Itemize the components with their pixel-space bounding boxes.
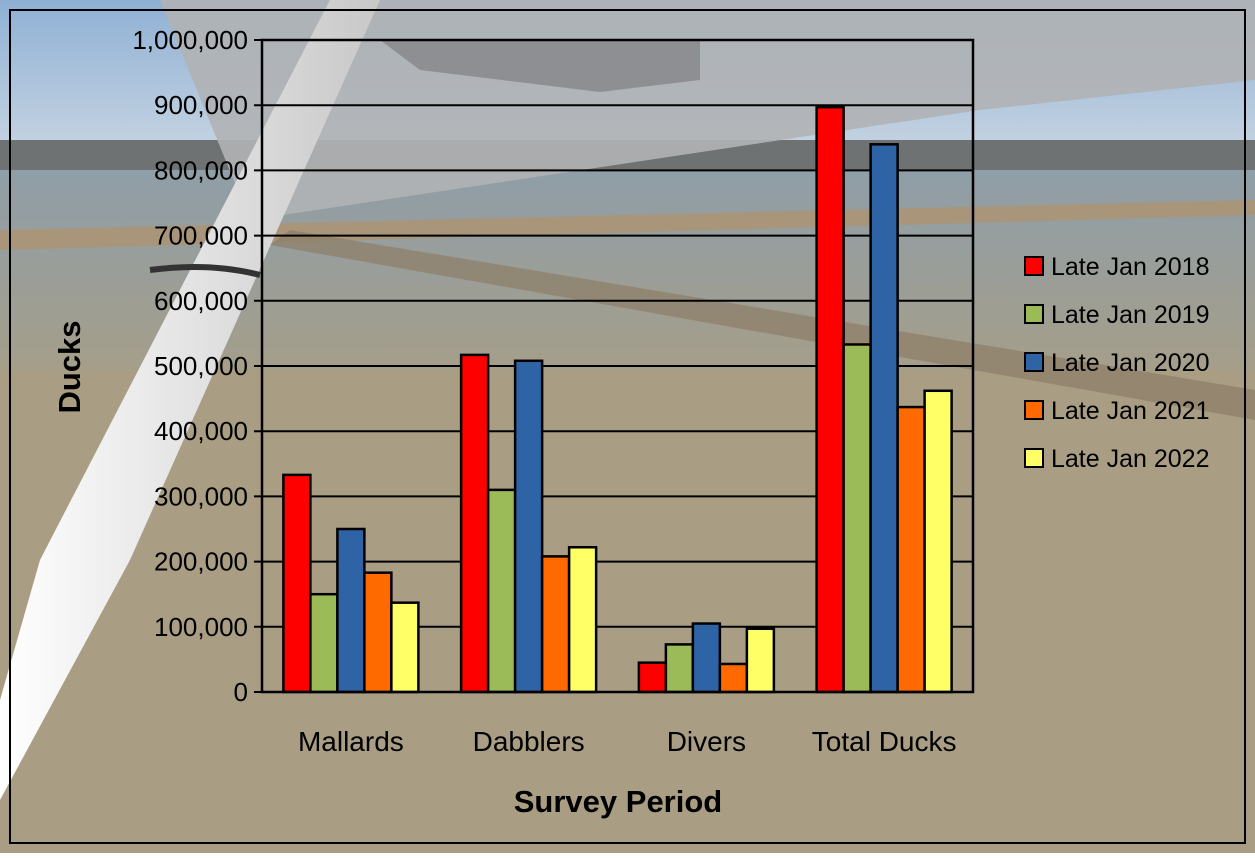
y-tick-label: 100,000 [154, 612, 248, 642]
y-tick-label: 300,000 [154, 481, 248, 511]
bar-mallards-late-jan-2020 [336, 527, 366, 694]
bar-divers-late-jan-2020 [691, 622, 722, 694]
y-tick-label: 200,000 [154, 547, 248, 577]
y-tick-label: 600,000 [154, 286, 248, 316]
bar-total-ducks-late-jan-2018 [815, 105, 845, 694]
y-tick-label: 500,000 [154, 351, 248, 381]
axes [260, 38, 975, 694]
x-axis-label: Survey Period [514, 784, 722, 819]
legend-entry: Late Jan 2020 [1051, 349, 1209, 377]
bar-dabblers-late-jan-2019 [486, 488, 517, 694]
x-tick-label: Total Ducks [812, 726, 957, 757]
bar-dabblers-late-jan-2020 [513, 359, 544, 694]
x-tick-labels: Mallards Dabblers Divers Total Ducks [298, 726, 957, 757]
y-tick-label: 700,000 [154, 221, 248, 251]
legend-entry: Late Jan 2022 [1051, 445, 1209, 473]
legend-entry: Late Jan 2018 [1051, 253, 1209, 281]
plot-area-border [260, 38, 975, 694]
legend-swatch [1024, 352, 1044, 372]
bar-mallards-late-jan-2021 [363, 571, 393, 694]
y-tick-labels: 0 100,000 200,000 300,000 400,000 500,000 600,… [132, 25, 248, 707]
y-tick-label: 800,000 [154, 155, 248, 185]
bar-dabblers-late-jan-2018 [459, 353, 490, 694]
x-tick-label: Dabblers [473, 726, 585, 757]
bar-mallards-late-jan-2018 [282, 473, 312, 694]
bar-divers-late-jan-2022 [745, 627, 776, 694]
y-axis-label: Ducks [52, 320, 87, 413]
y-tick-label: 0 [234, 677, 248, 707]
figure-border [9, 9, 1246, 844]
bar-divers-late-jan-2018 [637, 661, 668, 694]
bar-total-ducks-late-jan-2021 [896, 405, 926, 694]
bar-divers-late-jan-2019 [664, 643, 695, 694]
x-tick-label: Mallards [298, 726, 404, 757]
bar-total-ducks-late-jan-2022 [923, 389, 953, 694]
bar-mallards-late-jan-2022 [390, 601, 420, 694]
legend: Late Jan 2018 Late Jan 2019 Late Jan 2020 L… [1024, 253, 1209, 473]
bar-divers-late-jan-2021 [718, 662, 749, 694]
y-tick-label: 400,000 [154, 416, 248, 446]
y-tick-label: 900,000 [154, 90, 248, 120]
bar-dabblers-late-jan-2022 [567, 546, 598, 694]
legend-swatch [1024, 448, 1044, 468]
bar-dabblers-late-jan-2021 [540, 555, 571, 694]
legend-entry: Late Jan 2019 [1051, 301, 1209, 329]
y-tick-label: 1,000,000 [132, 25, 248, 55]
legend-swatch [1024, 400, 1044, 420]
legend-swatch [1024, 304, 1044, 324]
x-tick-label: Divers [667, 726, 746, 757]
bar-total-ducks-late-jan-2019 [842, 343, 872, 694]
legend-swatch [1024, 256, 1044, 276]
legend-entry: Late Jan 2021 [1051, 397, 1209, 425]
bar-total-ducks-late-jan-2020 [869, 143, 899, 694]
bar-mallards-late-jan-2019 [309, 592, 339, 694]
